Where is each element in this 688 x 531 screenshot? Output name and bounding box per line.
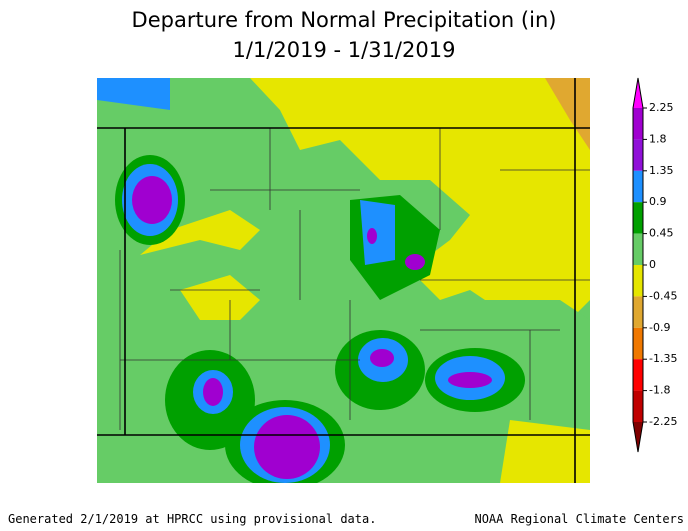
colorbar: 2.25 1.8 1.35 0.9 0.45 0 -0.45 -0.9 -1.35 -1.8 -2.… bbox=[632, 77, 677, 453]
footer-left: Generated 2/1/2019 at HPRCC using provis… bbox=[8, 512, 376, 526]
colorbar-swatch bbox=[633, 359, 643, 391]
colorbar-swatch bbox=[633, 202, 643, 234]
colorbar-label: 0.45 bbox=[649, 227, 674, 240]
footer-right: NOAA Regional Climate Centers bbox=[474, 512, 684, 526]
colorbar-swatch bbox=[633, 296, 643, 328]
colorbar-swatch bbox=[633, 327, 643, 360]
colorbar-swatch bbox=[633, 170, 643, 203]
colorbar-label: -2.25 bbox=[649, 415, 677, 428]
title-line: 1/1/2019 - 1/31/2019 bbox=[233, 38, 456, 62]
colorbar-swatch bbox=[633, 108, 643, 140]
map bbox=[97, 78, 590, 483]
title-line: Departure from Normal Precipitation (in) bbox=[132, 8, 557, 32]
colorbar-label: 0 bbox=[649, 258, 656, 271]
colorbar-label: 1.35 bbox=[649, 164, 674, 177]
colorbar-label: 1.8 bbox=[649, 132, 667, 145]
colorbar-swatch bbox=[633, 265, 643, 297]
colorbar-label: -0.45 bbox=[649, 289, 677, 302]
colorbar-label: -1.35 bbox=[649, 352, 677, 365]
colorbar-arrow bbox=[633, 422, 643, 452]
colorbar-arrow bbox=[633, 78, 643, 108]
colorbar-swatch bbox=[633, 233, 643, 265]
colorbar-swatch bbox=[633, 390, 643, 422]
colorbar-label: 0.9 bbox=[649, 195, 667, 208]
colorbar-label: 2.25 bbox=[649, 101, 674, 114]
colorbar-swatch bbox=[633, 139, 643, 171]
colorbar-label: -1.8 bbox=[649, 384, 670, 397]
colorbar-label: -0.9 bbox=[649, 321, 670, 334]
